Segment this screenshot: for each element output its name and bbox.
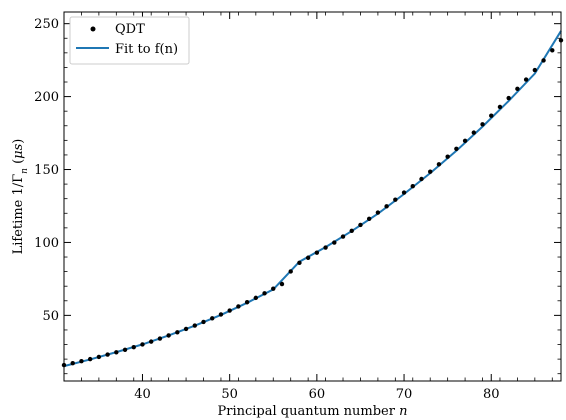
qdt-point (183, 326, 189, 332)
line-layer (63, 30, 562, 368)
legend-label-fit: Fit to f(n) (115, 42, 178, 57)
x-tick-label-70: 70 (396, 387, 413, 402)
qdt-point (279, 281, 285, 287)
y-tick-label-200: 200 (34, 90, 59, 105)
legend-marker-qdt (90, 26, 96, 32)
qdt-point (70, 361, 75, 366)
qdt-point (489, 113, 494, 118)
qdt-point (218, 312, 224, 317)
qdt-point (131, 344, 136, 350)
qdt-point (445, 154, 450, 159)
x-tick-label-50: 50 (221, 387, 238, 402)
qdt-point (332, 240, 337, 245)
qdt-point (428, 169, 433, 174)
qdt-point (140, 342, 145, 347)
qdt-point (410, 183, 415, 189)
qdt-point (87, 356, 93, 362)
x-axis-label: Principal quantum number n (218, 404, 408, 419)
qdt-point (506, 95, 511, 101)
qdt-point (454, 146, 459, 152)
qdt-point (384, 204, 389, 209)
qdt-point (236, 304, 241, 309)
y-tick-label-50: 50 (42, 309, 59, 324)
qdt-point (375, 210, 381, 215)
qdt-point (157, 336, 163, 341)
qdt-point (305, 255, 311, 260)
qdt-point (419, 176, 424, 182)
qdt-point (297, 260, 302, 266)
qdt-point (349, 228, 354, 233)
qdt-point (550, 48, 555, 53)
qdt-point (166, 333, 171, 338)
y-tick-label-100: 100 (34, 236, 59, 251)
qdt-point (114, 350, 119, 355)
x-tick-label-80: 80 (483, 387, 500, 402)
plot-frame (63, 11, 562, 382)
qdt-point (340, 234, 346, 239)
qdt-point (532, 67, 538, 73)
qdt-point (358, 222, 363, 228)
qdt-point (210, 316, 215, 321)
y-tick-label-250: 250 (34, 17, 59, 32)
points-layer (61, 38, 564, 368)
qdt-point (462, 138, 468, 143)
qdt-point (393, 197, 398, 202)
legend: QDT Fit to f(n) (69, 16, 190, 65)
qdt-point (480, 122, 485, 127)
fit-line (63, 30, 562, 368)
qdt-point (96, 354, 102, 360)
qdt-point (515, 86, 520, 92)
qdt-point (288, 269, 293, 274)
qdt-point (148, 339, 154, 344)
legend-box (69, 16, 190, 65)
qdt-point (497, 104, 503, 110)
qdt-point (201, 319, 206, 325)
qdt-point (122, 347, 128, 352)
legend-label-qdt: QDT (115, 22, 145, 37)
qdt-point (323, 245, 328, 250)
x-tick-label-60: 60 (309, 387, 326, 402)
qdt-point (262, 291, 267, 296)
qdt-point (471, 130, 477, 135)
qdt-point (175, 330, 180, 335)
ticks-layer: 40 50 60 70 80 50 100 150 200 250 (34, 12, 561, 402)
qdt-point (192, 323, 197, 328)
qdt-point (541, 58, 546, 63)
qdt-point (79, 358, 84, 364)
qdt-point (314, 250, 320, 255)
y-axis-label: Lifetime 1/Γn (μs) (11, 139, 30, 255)
qdt-point (523, 77, 529, 82)
qdt-point (436, 162, 442, 167)
qdt-point (366, 216, 372, 222)
y-tick-label-150: 150 (34, 163, 59, 178)
qdt-point (105, 352, 110, 357)
qdt-point (271, 286, 276, 291)
x-tick-label-40: 40 (134, 387, 151, 402)
qdt-point (244, 300, 250, 305)
qdt-point (253, 295, 259, 301)
qdt-point (401, 190, 407, 195)
qdt-point (227, 308, 232, 313)
